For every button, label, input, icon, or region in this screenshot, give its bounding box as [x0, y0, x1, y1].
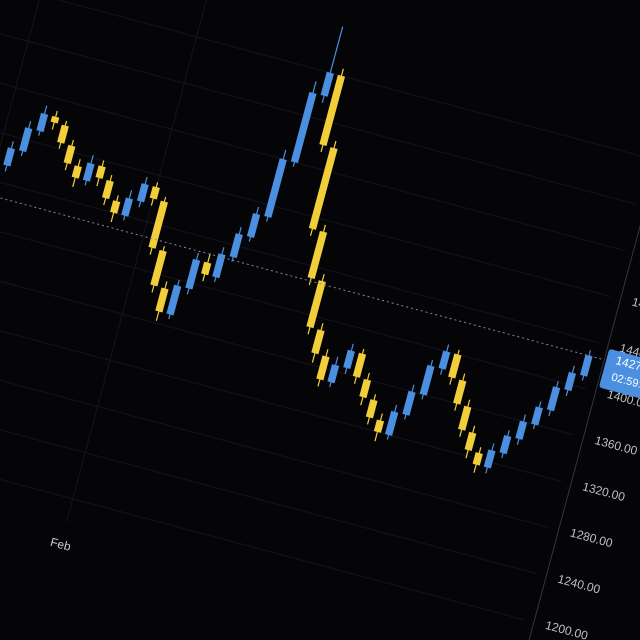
- candle-body: [308, 147, 338, 230]
- grid-line: [0, 240, 574, 436]
- x-tick-label: Feb: [49, 535, 73, 554]
- candle-body: [150, 249, 167, 287]
- candle-body: [229, 233, 243, 259]
- candle-body: [212, 253, 226, 279]
- price-line: [0, 162, 605, 361]
- price-tag: [599, 349, 640, 403]
- candle-body: [95, 165, 106, 179]
- candle-body: [166, 284, 182, 316]
- candle-body: [499, 434, 512, 455]
- candle-body: [3, 147, 16, 167]
- candle-body: [458, 405, 472, 431]
- candle-body: [546, 386, 561, 412]
- candle-body: [185, 258, 201, 290]
- candle-body: [316, 355, 330, 381]
- candle-body: [402, 390, 416, 416]
- candle-body: [63, 144, 76, 165]
- candle-body: [448, 353, 462, 379]
- grid-line: [0, 55, 624, 251]
- grid-line: [66, 0, 231, 523]
- candle-body: [531, 406, 543, 426]
- grid-line: [0, 9, 636, 205]
- candle-body: [438, 350, 451, 370]
- grid-line: [0, 194, 587, 390]
- candle-body: [36, 112, 49, 133]
- candle-body: [82, 162, 95, 182]
- candle-body: [201, 261, 212, 276]
- candle-body: [246, 212, 261, 238]
- candle-body: [352, 352, 367, 378]
- candle-body: [136, 183, 149, 203]
- grid-line: [0, 286, 562, 482]
- candle-body: [373, 419, 385, 433]
- candle-body: [564, 371, 577, 392]
- candle-body: [472, 452, 483, 466]
- candle-body: [580, 354, 593, 377]
- grid-line: [0, 101, 611, 297]
- candle-body: [57, 124, 69, 144]
- candle-body: [290, 91, 317, 164]
- candle-body: [311, 329, 325, 355]
- candle-body: [19, 127, 33, 153]
- y-tick-label: 1480.00: [630, 295, 640, 320]
- candle-body: [50, 115, 60, 124]
- candle-body: [343, 349, 355, 370]
- candle-body: [306, 280, 326, 329]
- candle-body: [515, 420, 528, 440]
- candle-body: [419, 364, 435, 396]
- grid-line: [0, 425, 525, 621]
- candle-body: [149, 186, 160, 200]
- grid-line: [0, 332, 550, 528]
- candle-body: [102, 179, 114, 200]
- candle-body: [327, 364, 340, 384]
- y-axis: [511, 36, 640, 640]
- candle-body: [121, 197, 133, 217]
- candle-body: [71, 165, 82, 179]
- candle-body: [453, 379, 467, 405]
- candle-body: [464, 431, 477, 452]
- candle-body: [307, 230, 328, 280]
- candle-body: [148, 200, 168, 249]
- candle-body: [365, 399, 378, 419]
- candle-body: [264, 158, 287, 218]
- candle-body: [359, 378, 372, 399]
- candle-body: [320, 71, 334, 97]
- candle-body: [483, 449, 496, 469]
- candle-body: [384, 410, 399, 436]
- grid-line: [0, 379, 537, 575]
- candle-body: [110, 200, 121, 214]
- candle-body: [155, 287, 169, 313]
- grid-line: [0, 0, 640, 159]
- candle-body: [319, 74, 346, 146]
